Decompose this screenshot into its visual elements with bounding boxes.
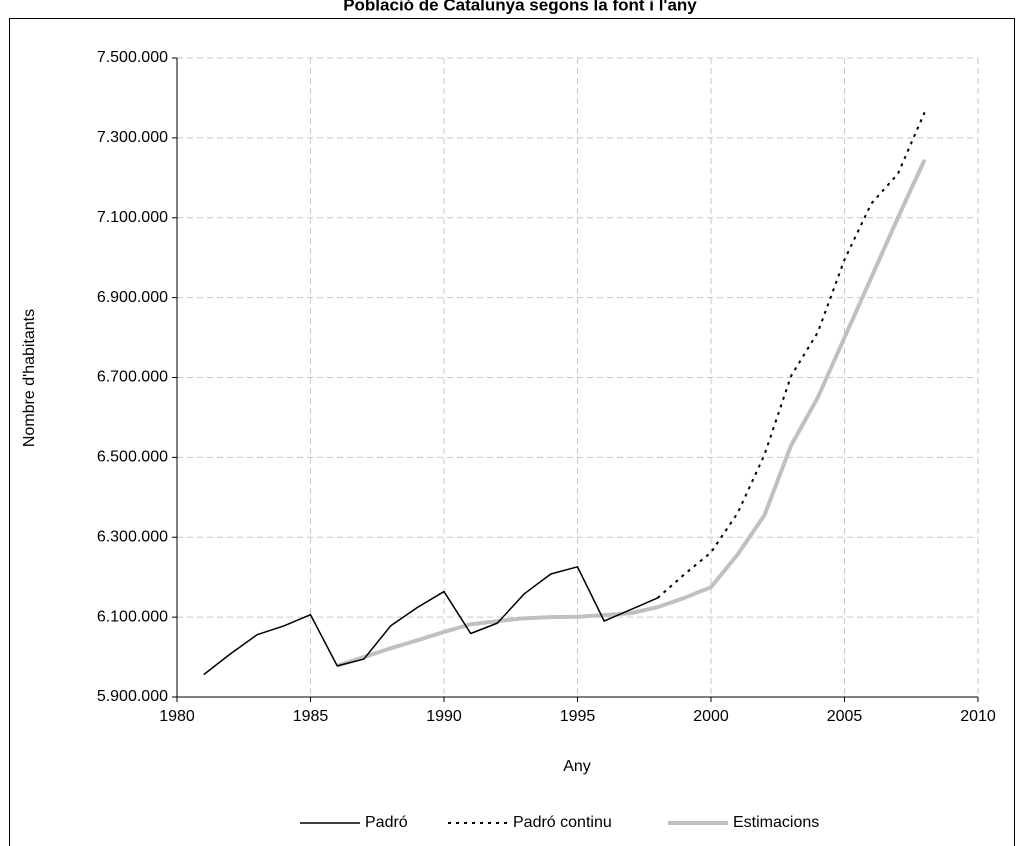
x-tick-label: 2010	[960, 708, 996, 725]
y-tick-label: 7.100.000	[97, 209, 168, 226]
y-tick-label: 5.900.000	[97, 688, 168, 705]
y-tick-label: 6.700.000	[97, 369, 168, 386]
y-tick-label: 6.300.000	[97, 528, 168, 545]
x-tick-label: 1990	[426, 708, 462, 725]
y-tick-label: 7.300.000	[97, 129, 168, 146]
data-line	[656, 111, 926, 599]
x-axis-title: Any	[563, 758, 591, 775]
x-tick-label: 1995	[560, 708, 596, 725]
y-axis-title: Nombre d'habitants	[21, 309, 38, 447]
y-tick-label: 6.900.000	[97, 289, 168, 306]
y-tick-label: 6.500.000	[97, 449, 168, 466]
y-tick-label: 7.500.000	[97, 49, 168, 66]
legend-label: Estimacions	[733, 814, 819, 831]
data-line	[336, 159, 927, 668]
data-line	[203, 566, 658, 676]
chart-title: Població de Catalunya segons la font i l…	[343, 0, 697, 14]
legend-label: Padró	[365, 814, 408, 831]
x-tick-label: 1985	[293, 708, 329, 725]
x-tick-label: 1980	[159, 708, 195, 725]
legend-label: Padró continu	[513, 814, 612, 831]
y-tick-label: 6.100.000	[97, 608, 168, 625]
x-tick-label: 2000	[693, 708, 729, 725]
x-tick-label: 2005	[827, 708, 863, 725]
